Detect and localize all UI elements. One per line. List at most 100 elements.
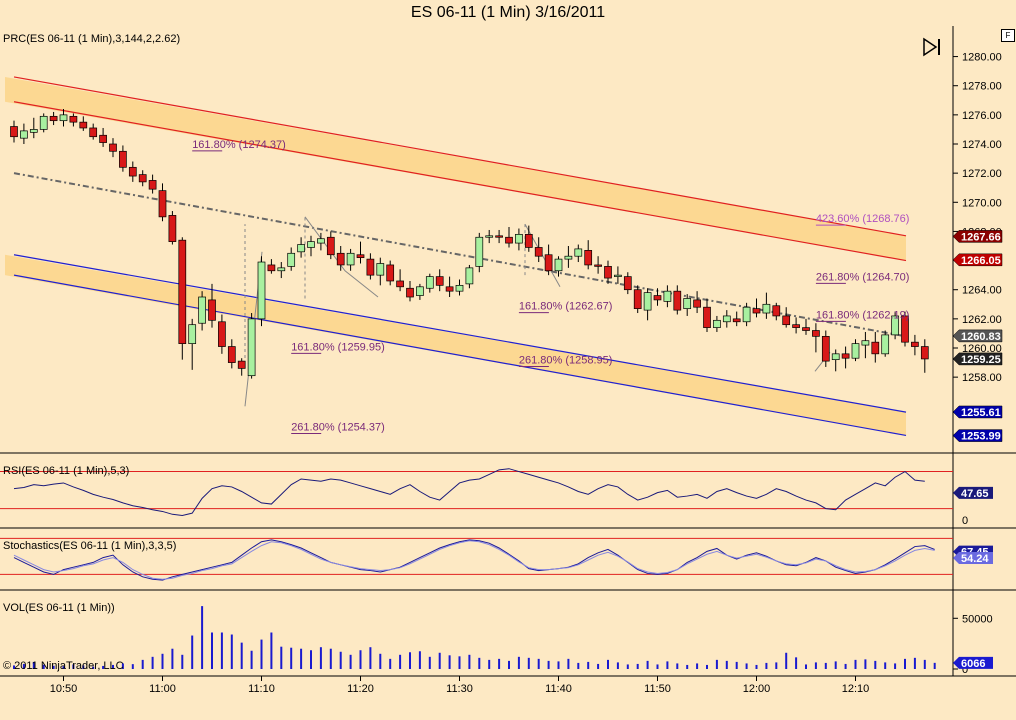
candle	[891, 311, 899, 340]
candle-body	[79, 121, 88, 129]
candle-body	[812, 330, 820, 337]
candle-body	[267, 264, 276, 272]
price-marker-label: 1260.83	[961, 331, 1001, 343]
rsi-panel-label: RSI(ES 06-11 (1 Min),5,3)	[3, 465, 130, 477]
candle	[326, 231, 335, 260]
candle	[79, 116, 88, 131]
candle-body	[485, 235, 494, 238]
candle-body	[604, 266, 612, 279]
candle-body	[831, 353, 840, 361]
fib-trend	[304, 216, 379, 298]
candle-body	[732, 318, 741, 323]
candle	[227, 339, 236, 369]
lower-band-inner	[13, 254, 907, 413]
candle-body	[881, 334, 890, 355]
candle	[920, 339, 929, 373]
candle	[435, 269, 444, 292]
candle	[732, 311, 741, 327]
upper-band-fill	[5, 76, 906, 261]
format-button[interactable]: F	[1001, 29, 1015, 42]
candle	[861, 331, 870, 359]
candle	[871, 331, 880, 363]
candle	[138, 170, 147, 187]
candle	[564, 246, 573, 268]
candle	[851, 339, 860, 362]
candle	[821, 330, 830, 367]
candle-body	[386, 264, 395, 282]
candle-body	[178, 239, 187, 344]
candle-body	[653, 295, 662, 301]
candle-body	[584, 250, 593, 266]
candle-body	[277, 267, 286, 272]
candle-body	[673, 290, 682, 311]
candle	[623, 272, 632, 295]
candle	[376, 257, 385, 286]
stoch-marker-tag	[953, 551, 993, 564]
candle-body	[841, 353, 850, 359]
candle-body	[366, 258, 375, 276]
candle-body	[742, 306, 751, 323]
candle	[673, 285, 682, 315]
candle	[455, 279, 464, 296]
rsi-marker-label: 47.65	[961, 488, 989, 500]
candle	[495, 229, 503, 244]
candle-body	[336, 252, 345, 266]
candle	[247, 313, 256, 379]
candle-body	[663, 290, 672, 302]
x-tick-label: 11:50	[644, 683, 671, 695]
candle-body	[713, 319, 721, 328]
candle	[109, 138, 117, 158]
price-marker-tag	[952, 352, 1003, 366]
candle	[89, 123, 98, 140]
chart-background	[0, 26, 1016, 720]
candle-body	[416, 286, 424, 296]
candle-body	[69, 115, 78, 123]
candle	[643, 288, 652, 321]
candle-body	[643, 292, 652, 311]
candle-body	[425, 276, 434, 289]
price-marker-label: 1255.61	[961, 407, 1001, 419]
copyright-notice: © 2011 NinjaTrader, LLC	[3, 660, 124, 672]
candle-body	[594, 264, 602, 267]
candle	[20, 123, 28, 144]
candle	[881, 330, 890, 357]
rsi-marker: 47.65	[953, 486, 993, 500]
candle-body	[891, 315, 899, 336]
candle	[406, 280, 414, 302]
fib-label: 423.60% (1268.76)	[816, 213, 910, 225]
skip-forward-icon[interactable]	[921, 36, 943, 58]
candle-body	[20, 130, 28, 139]
lower-band-fill	[5, 254, 906, 436]
x-tick-label: 12:00	[743, 683, 771, 695]
candle-body	[772, 305, 781, 317]
y-tick-label: 1262.00	[962, 314, 1002, 326]
x-tick-label: 11:30	[446, 683, 473, 695]
candle-body	[99, 134, 107, 143]
candle	[544, 244, 553, 276]
price-panel-label: PRC(ES 06-11 (1 Min),3,144,2,2.62)	[3, 33, 181, 45]
candle	[772, 302, 781, 321]
fib-label: 161.80% (1262.67)	[519, 301, 613, 313]
candle-body	[911, 341, 919, 347]
candle	[693, 291, 701, 314]
candle-body	[901, 315, 909, 343]
vol-marker: 6066	[953, 656, 993, 670]
candle-body	[762, 303, 771, 314]
rsi-tick-label: 0	[962, 515, 968, 527]
candle-body	[564, 255, 573, 260]
candle	[346, 248, 355, 271]
candle-body	[614, 274, 622, 277]
candle-body	[218, 321, 226, 347]
candle	[119, 145, 127, 172]
candle-body	[445, 286, 454, 292]
candle	[703, 298, 711, 332]
candle	[633, 285, 642, 314]
candle-body	[128, 166, 137, 177]
rsi-marker-tag	[953, 486, 993, 499]
candle	[218, 314, 226, 354]
x-tick-label: 11:00	[149, 683, 176, 695]
candle	[49, 111, 58, 126]
candle	[99, 127, 107, 147]
candle-body	[515, 233, 523, 244]
